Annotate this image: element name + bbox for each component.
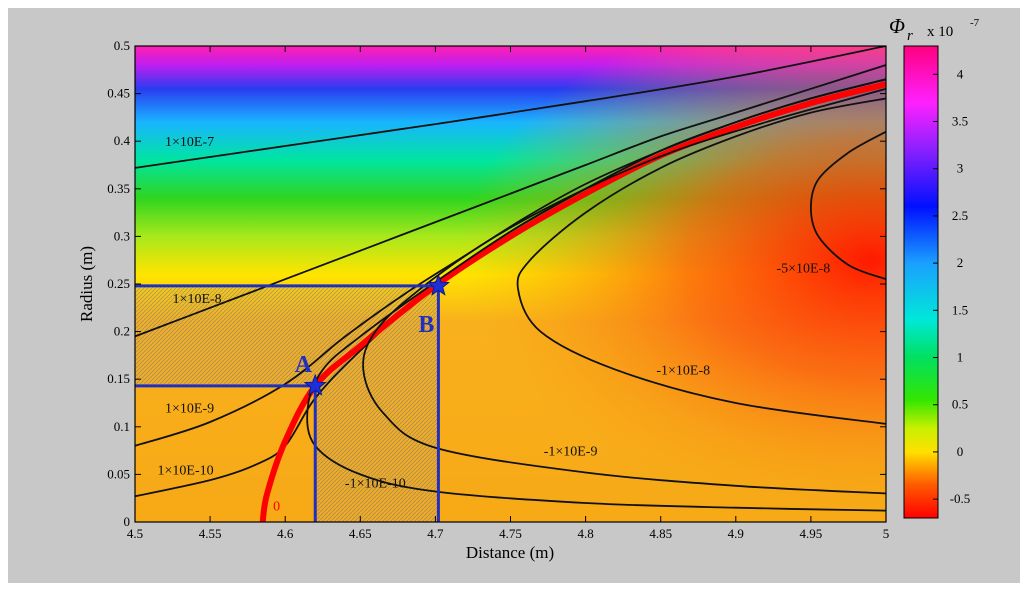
- y-tick-label: 0.5: [114, 38, 130, 53]
- y-tick-label: 0.45: [107, 86, 130, 101]
- colorbar-tick-label: 0: [957, 444, 964, 459]
- x-tick-label: 5: [883, 526, 890, 541]
- shaded-region-upper: [135, 285, 439, 386]
- y-axis: 0 0.05 0.1 0.15 0.2 0.25 0.3 0.35 0.4 0.45 0.5: [107, 38, 886, 529]
- colorbar-title: Φ: [889, 14, 905, 38]
- point-label: B: [418, 312, 434, 338]
- x-tick-label: 4.75: [499, 526, 522, 541]
- x-tick-label: 4.5: [127, 526, 143, 541]
- y-tick-label: 0.15: [107, 371, 130, 386]
- colorbar-tick-label: 1: [957, 350, 964, 365]
- colorbar-tick-label: 3.5: [952, 114, 968, 129]
- colorbar: [903, 45, 939, 519]
- colorbar-title-subscript: r: [907, 28, 913, 44]
- y-tick-label: 0.3: [114, 228, 130, 243]
- x-tick-label: 4.7: [427, 526, 444, 541]
- contour-line: [362, 87, 886, 495]
- colorbar-tick-label: 1.5: [952, 302, 968, 317]
- x-tick-label: 4.85: [649, 526, 672, 541]
- colorbar-tick-label: 2: [957, 255, 964, 270]
- colorbar-tick-label: 4: [957, 66, 964, 81]
- contour-line: [135, 64, 886, 338]
- y-tick-label: 0.35: [107, 181, 130, 196]
- x-tick-label: 4.95: [800, 526, 823, 541]
- contour-label: 1×10E-10: [158, 463, 214, 478]
- x-axis-label: Distance (m): [466, 543, 554, 562]
- contour-line: [516, 97, 886, 425]
- y-tick-label: 0: [124, 514, 131, 529]
- contour-label: -1×10E-10: [345, 477, 406, 492]
- star-marker: [426, 273, 451, 296]
- point-label: A: [295, 352, 313, 378]
- contour-line: [135, 46, 886, 169]
- y-axis-label: Radius (m): [77, 246, 96, 322]
- contour-label: 1×10E-9: [165, 402, 214, 417]
- x-axis: 4.5 4.55 4.6 4.65 4.7 4.75 4.8 4.85 4.9 4.95 5: [127, 46, 889, 541]
- zero-contour-line: [259, 81, 886, 522]
- contour-line: [306, 78, 886, 512]
- colorbar-exponent: -7: [970, 17, 980, 29]
- contour-lines: [135, 46, 886, 522]
- plot-area: [135, 46, 886, 522]
- y-tick-label: 0.25: [107, 276, 130, 291]
- y-tick-label: 0.2: [114, 324, 130, 339]
- contour-label: 1×10E-7: [165, 135, 214, 150]
- shaded-region-lower: [315, 385, 439, 522]
- colorbar-multiplier: x 10: [927, 24, 953, 40]
- contour-labels: 1×10E-7 1×10E-8 1×10E-9 1×10E-10 0 -1×10E-10 -…: [158, 135, 831, 515]
- colorbar-tick-label: 2.5: [952, 208, 968, 223]
- y-tick-label: 0.1: [114, 419, 130, 434]
- star-marker: [303, 373, 327, 396]
- contour-label: -1×10E-9: [544, 444, 598, 459]
- colorbar-ticks: -0.5 0 0.5 1 1.5 2 2.5 3 3.5 4: [933, 66, 970, 506]
- guide-lines: [135, 284, 440, 522]
- colorbar-tick-label: 0.5: [952, 397, 968, 412]
- contour-label: -1×10E-8: [656, 363, 710, 378]
- y-tick-label: 0.05: [107, 466, 130, 481]
- contour-line: [809, 130, 886, 281]
- x-tick-label: 4.9: [728, 526, 744, 541]
- x-tick-label: 4.6: [277, 526, 294, 541]
- shaded-regions: [135, 285, 439, 522]
- x-tick-label: 4.65: [349, 526, 372, 541]
- y-tick-label: 0.4: [114, 133, 131, 148]
- point-markers: AB: [295, 273, 451, 396]
- colorbar-tick-label: 3: [957, 161, 964, 176]
- x-tick-label: 4.55: [199, 526, 222, 541]
- contour-label: 1×10E-8: [173, 292, 222, 307]
- field-minimum-region: [135, 46, 886, 522]
- x-tick-label: 4.8: [577, 526, 593, 541]
- colorbar-tick-label: -0.5: [950, 491, 971, 506]
- contour-label: 0: [273, 500, 280, 515]
- contour-label: -5×10E-8: [776, 262, 830, 277]
